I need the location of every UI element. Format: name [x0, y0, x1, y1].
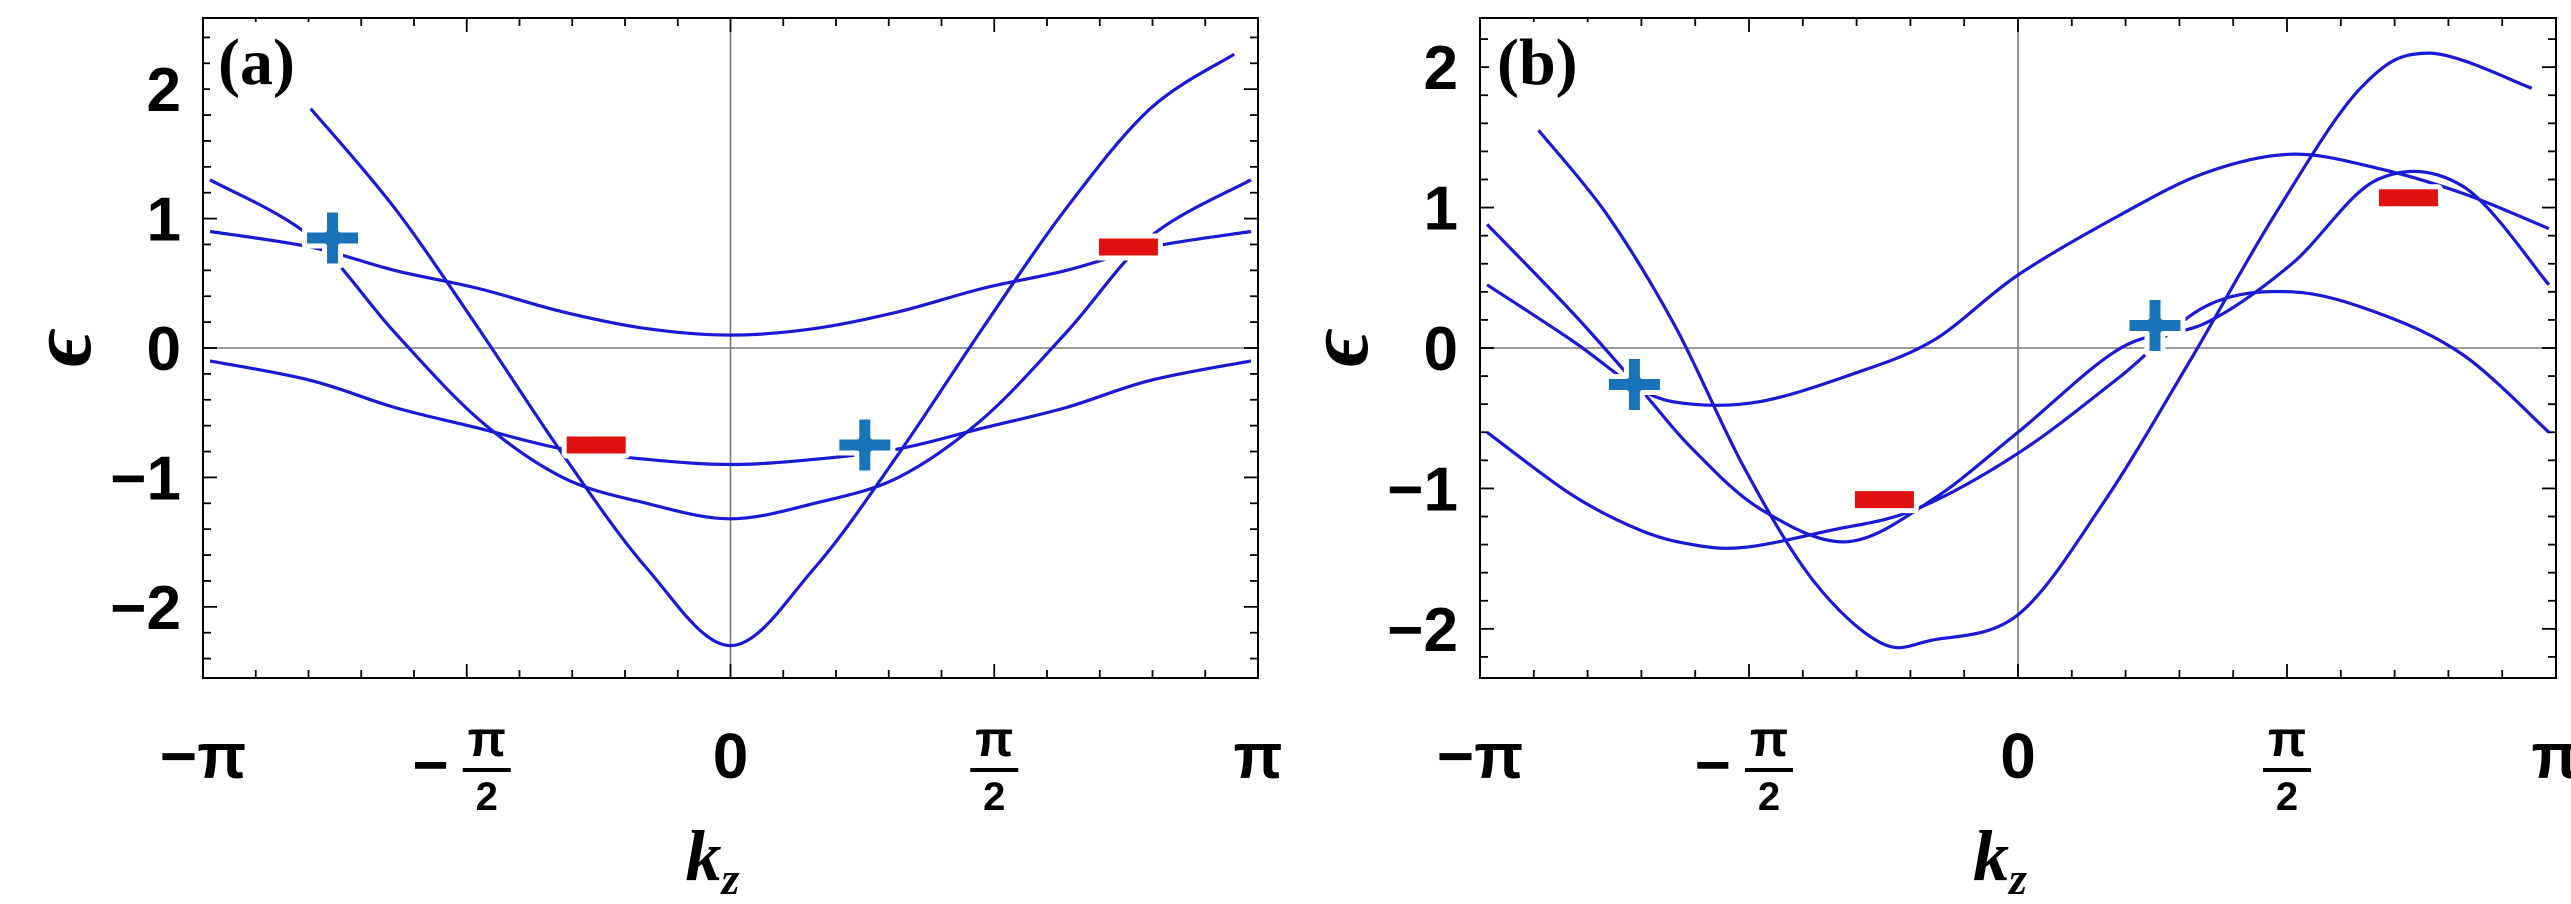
plus-marker-shape: [834, 414, 896, 476]
x-tick-label-denominator: 2: [1758, 775, 1780, 819]
band-line-2: [209, 178, 1252, 521]
plus-marker-shape: [302, 207, 364, 269]
y-tick-label: 1: [1424, 175, 1458, 244]
y-tick-label: 2: [1424, 34, 1458, 103]
plus-marker: [1603, 354, 1665, 416]
minus-marker: [1849, 486, 1919, 514]
x-tick-label-numerator: π: [1750, 711, 1788, 767]
series-group: [209, 52, 1252, 648]
x-tick-label-denominator: 2: [983, 775, 1005, 819]
x-tick-label: π: [2532, 720, 2571, 792]
panel-label: (a): [218, 26, 295, 99]
plus-marker: [834, 414, 896, 476]
x-tick-label-numerator: π: [468, 711, 506, 767]
panel-label-background: [1489, 22, 1609, 100]
y-tick-label: −2: [110, 574, 181, 643]
panel-label-background: [210, 22, 330, 100]
x-tick-label: −π: [1437, 720, 1523, 792]
plus-marker-shape: [1603, 354, 1665, 416]
x-axis-title: kz: [1973, 816, 2027, 904]
minus-marker-shape: [561, 431, 631, 459]
minus-marker-shape: [1093, 233, 1163, 261]
x-tick-label-denominator: 2: [476, 775, 498, 819]
y-axis-title: ϵ: [13, 328, 110, 367]
x-axis-title: kz: [686, 816, 740, 904]
x-tick-label: 0: [2000, 720, 2036, 792]
band-line-1: [1486, 289, 2550, 550]
band-line-3: [209, 229, 1252, 337]
band-line-4: [209, 359, 1252, 467]
minus-marker: [1093, 233, 1163, 261]
x-axis-title-subscript: z: [720, 853, 740, 904]
panel-label: (b): [1497, 26, 1578, 99]
band-line-4: [1537, 51, 2533, 650]
x-tick-label: −π: [160, 720, 246, 792]
y-tick-label: −2: [1387, 596, 1458, 665]
x-tick-label-numerator: π: [975, 711, 1013, 767]
x-tick-label-denominator: 2: [2276, 775, 2298, 819]
y-tick-label: 2: [147, 56, 181, 125]
y-tick-label: 0: [1424, 315, 1458, 384]
x-tick-label: π: [1234, 720, 1283, 792]
minus-marker-shape: [2373, 184, 2443, 212]
y-tick-label: −1: [110, 444, 181, 513]
y-tick-label: −1: [1387, 455, 1458, 524]
band-line-1: [309, 52, 1236, 648]
minus-marker-shape: [1849, 486, 1919, 514]
plus-marker-shape: [2124, 295, 2186, 357]
x-tick-label-sign: −: [1695, 731, 1731, 800]
x-axis-title-main: k: [686, 816, 722, 896]
plus-marker: [2124, 295, 2186, 357]
y-tick-label: 0: [147, 315, 181, 384]
y-tick-label: 1: [147, 186, 181, 255]
x-tick-label-numerator: π: [2268, 711, 2306, 767]
y-axis-title: ϵ: [1290, 328, 1387, 367]
x-tick-label-sign: −: [413, 731, 449, 800]
minus-marker: [2373, 184, 2443, 212]
x-axis-title-subscript: z: [2007, 853, 2027, 904]
minus-marker: [561, 431, 631, 459]
x-tick-label: 0: [713, 720, 749, 792]
plus-marker: [302, 207, 364, 269]
x-axis-title-main: k: [1973, 816, 2009, 896]
